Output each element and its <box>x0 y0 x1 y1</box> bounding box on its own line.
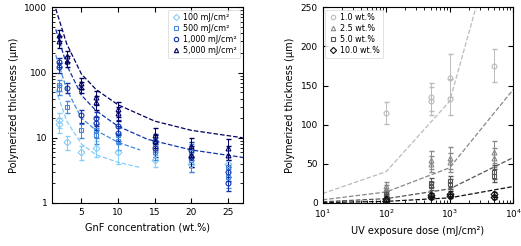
Legend: 1.0 wt.%, 2.5 wt.%, 5.0 wt.%, 10.0 wt.%: 1.0 wt.%, 2.5 wt.%, 5.0 wt.%, 10.0 wt.% <box>325 10 383 58</box>
500 mJ/cm² <box>93 134 99 137</box>
500 mJ/cm² <box>56 88 63 91</box>
10.0 wt.% <box>446 192 453 195</box>
100 mJ/cm² <box>115 151 121 154</box>
500 mJ/cm² <box>225 176 231 179</box>
500 mJ/cm² <box>152 151 158 154</box>
500 mJ/cm² <box>188 159 194 162</box>
100 mJ/cm² <box>56 118 63 121</box>
1,000 mJ/cm² <box>225 182 231 185</box>
5.0 wt.% <box>491 174 497 177</box>
1.0 wt.% <box>383 111 389 114</box>
5,000 mJ/cm² <box>152 139 158 142</box>
2.5 wt.% <box>383 184 389 187</box>
5,000 mJ/cm² <box>93 96 99 99</box>
1,000 mJ/cm² <box>56 66 63 69</box>
5,000 mJ/cm² <box>93 101 99 104</box>
1.0 wt.% <box>446 97 453 100</box>
100 mJ/cm² <box>225 162 231 165</box>
5.0 wt.% <box>383 192 389 195</box>
500 mJ/cm² <box>115 139 121 142</box>
1.0 wt.% <box>446 76 453 79</box>
Line: 5,000 mJ/cm²: 5,000 mJ/cm² <box>57 32 230 157</box>
5,000 mJ/cm² <box>56 33 63 36</box>
Line: 10.0 wt.%: 10.0 wt.% <box>384 191 497 203</box>
100 mJ/cm² <box>152 159 158 162</box>
2.5 wt.% <box>427 158 433 161</box>
1,000 mJ/cm² <box>188 149 194 152</box>
5.0 wt.% <box>446 180 453 183</box>
500 mJ/cm² <box>64 105 70 108</box>
500 mJ/cm² <box>93 129 99 132</box>
5,000 mJ/cm² <box>115 107 121 110</box>
500 mJ/cm² <box>56 83 63 86</box>
2.5 wt.% <box>427 162 433 165</box>
5.0 wt.% <box>427 184 433 187</box>
1,000 mJ/cm² <box>188 156 194 159</box>
5,000 mJ/cm² <box>56 40 63 43</box>
500 mJ/cm² <box>152 143 158 146</box>
Legend: 100 mJ/cm², 500 mJ/cm², 1,000 mJ/cm², 5,000 mJ/cm²: 100 mJ/cm², 500 mJ/cm², 1,000 mJ/cm², 5,… <box>168 10 240 58</box>
5,000 mJ/cm² <box>64 54 70 57</box>
5,000 mJ/cm² <box>188 144 194 147</box>
5,000 mJ/cm² <box>78 86 84 89</box>
5,000 mJ/cm² <box>225 146 231 149</box>
10.0 wt.% <box>427 196 433 199</box>
1,000 mJ/cm² <box>56 61 63 63</box>
5.0 wt.% <box>427 181 433 184</box>
5,000 mJ/cm² <box>152 134 158 137</box>
5.0 wt.% <box>383 195 389 198</box>
100 mJ/cm² <box>93 146 99 149</box>
1,000 mJ/cm² <box>225 170 231 173</box>
10.0 wt.% <box>491 193 497 196</box>
10.0 wt.% <box>427 194 433 197</box>
1,000 mJ/cm² <box>152 139 158 142</box>
Line: 100 mJ/cm²: 100 mJ/cm² <box>57 117 230 166</box>
1,000 mJ/cm² <box>115 131 121 134</box>
5.0 wt.% <box>446 183 453 186</box>
2.5 wt.% <box>491 151 497 154</box>
10.0 wt.% <box>383 199 389 202</box>
10.0 wt.% <box>446 194 453 197</box>
1,000 mJ/cm² <box>152 146 158 149</box>
2.5 wt.% <box>383 187 389 190</box>
1,000 mJ/cm² <box>115 125 121 128</box>
100 mJ/cm² <box>56 123 63 126</box>
Line: 500 mJ/cm²: 500 mJ/cm² <box>57 82 230 179</box>
5,000 mJ/cm² <box>78 81 84 84</box>
1.0 wt.% <box>427 96 433 99</box>
500 mJ/cm² <box>115 134 121 137</box>
1.0 wt.% <box>427 100 433 103</box>
X-axis label: UV exposure dose (mJ/cm²): UV exposure dose (mJ/cm²) <box>351 226 485 236</box>
Line: 1,000 mJ/cm²: 1,000 mJ/cm² <box>57 60 230 186</box>
1,000 mJ/cm² <box>78 114 84 117</box>
1,000 mJ/cm² <box>93 117 99 120</box>
1,000 mJ/cm² <box>64 87 70 90</box>
10.0 wt.% <box>383 198 389 200</box>
5,000 mJ/cm² <box>115 111 121 114</box>
100 mJ/cm² <box>78 151 84 154</box>
Line: 1.0 wt.%: 1.0 wt.% <box>384 64 497 115</box>
Line: 5.0 wt.%: 5.0 wt.% <box>384 169 497 199</box>
500 mJ/cm² <box>225 166 231 169</box>
5,000 mJ/cm² <box>64 60 70 62</box>
100 mJ/cm² <box>188 162 194 165</box>
1,000 mJ/cm² <box>93 121 99 124</box>
Y-axis label: Polymerized thickness (μm): Polymerized thickness (μm) <box>9 37 19 173</box>
2.5 wt.% <box>446 156 453 159</box>
500 mJ/cm² <box>188 151 194 154</box>
1.0 wt.% <box>491 64 497 67</box>
X-axis label: GnF concentration (wt.%): GnF concentration (wt.%) <box>85 222 210 232</box>
10.0 wt.% <box>491 195 497 198</box>
Y-axis label: Polymerized thickness (μm): Polymerized thickness (μm) <box>285 37 295 173</box>
2.5 wt.% <box>446 161 453 164</box>
5,000 mJ/cm² <box>225 153 231 156</box>
Line: 2.5 wt.%: 2.5 wt.% <box>384 150 497 191</box>
2.5 wt.% <box>491 156 497 159</box>
5,000 mJ/cm² <box>188 153 194 156</box>
100 mJ/cm² <box>64 141 70 144</box>
500 mJ/cm² <box>78 129 84 132</box>
5.0 wt.% <box>491 170 497 173</box>
